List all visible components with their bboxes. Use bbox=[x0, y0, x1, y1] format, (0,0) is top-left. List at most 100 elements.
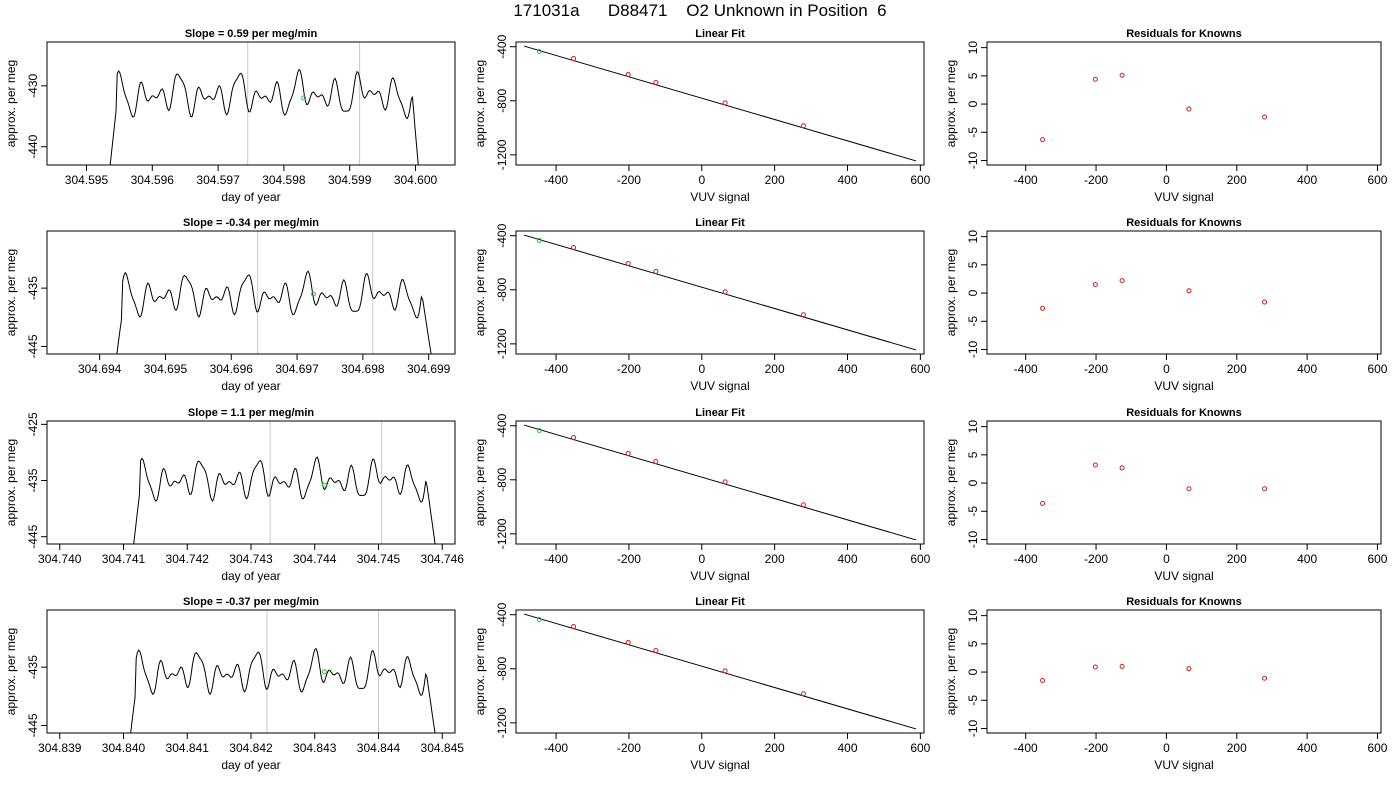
chart-5-y-tick-label: -10 bbox=[966, 340, 980, 358]
chart-2-x-tick-label: 200 bbox=[1227, 173, 1247, 187]
chart-2-y-axis-label: approx. per meg bbox=[944, 60, 958, 147]
chart-1-x-tick-label: 400 bbox=[837, 173, 857, 187]
chart-11-y-axis-label: approx. per meg bbox=[944, 628, 958, 715]
chart-8-y-tick-label: 10 bbox=[966, 420, 980, 434]
chart-11-x-tick-label: 600 bbox=[1367, 741, 1387, 755]
chart-10-known-point bbox=[571, 623, 577, 629]
chart-3-series-line bbox=[116, 270, 432, 354]
chart-5-residual-point bbox=[1040, 305, 1046, 311]
chart-3-plot-area bbox=[116, 231, 432, 354]
chart-5-title: Residuals for Knowns bbox=[1126, 217, 1242, 229]
chart-9-x-tick-label: 304.842 bbox=[229, 741, 273, 755]
chart-1-x-tick-label: -400 bbox=[544, 173, 568, 187]
chart-5-y-axis-label: approx. per meg bbox=[944, 249, 958, 336]
chart-1-fit-line bbox=[523, 45, 917, 162]
chart-10-x-tick-label: -200 bbox=[617, 741, 641, 755]
chart-9-frame bbox=[46, 609, 456, 734]
chart-2-residual-point bbox=[1119, 72, 1125, 78]
chart-2-x-axis-label: VUV signal bbox=[1154, 190, 1213, 204]
chart-4-x-tick-label: 400 bbox=[837, 362, 857, 376]
chart-9-title: Slope = -0.37 per meg/min bbox=[183, 596, 319, 608]
chart-7-frame bbox=[515, 420, 925, 545]
chart-11: Residuals for Knowns VUV signal approx. pe… bbox=[944, 596, 1388, 772]
chart-9-y-tick-label: -435 bbox=[26, 655, 40, 679]
chart-2-frame bbox=[986, 41, 1382, 166]
chart-11-x-axis-label: VUV signal bbox=[1154, 758, 1213, 772]
chart-10-x-tick-label: 600 bbox=[910, 741, 930, 755]
chart-10-x-tick-label: 0 bbox=[698, 741, 705, 755]
chart-6-x-axis-label: day of year bbox=[221, 569, 280, 583]
chart-8-residual-point bbox=[1186, 486, 1192, 492]
chart-2-y-tick-label: 10 bbox=[966, 41, 980, 55]
chart-10-y-tick-label: -1200 bbox=[495, 707, 509, 738]
chart-2-title: Residuals for Knowns bbox=[1126, 28, 1242, 40]
chart-2-y-tick-label: 0 bbox=[966, 100, 980, 107]
chart-1-x-tick-label: -200 bbox=[617, 173, 641, 187]
chart-8-x-tick-label: -200 bbox=[1084, 552, 1108, 566]
chart-1-x-tick-label: 600 bbox=[910, 173, 930, 187]
chart-0-y-tick-label: -430 bbox=[26, 74, 40, 98]
chart-7-title: Linear Fit bbox=[695, 407, 745, 419]
chart-4-known-point bbox=[625, 260, 631, 266]
chart-9-x-tick-label: 304.839 bbox=[38, 741, 82, 755]
chart-9-y-tick-label: -445 bbox=[26, 713, 40, 737]
chart-6-y-tick-label: -425 bbox=[26, 412, 40, 436]
chart-6-x-tick-label: 304.746 bbox=[421, 552, 465, 566]
chart-2-y-tick-label: 5 bbox=[966, 72, 980, 79]
chart-11-title: Residuals for Knowns bbox=[1126, 596, 1242, 608]
chart-6-unknown-point bbox=[321, 482, 327, 488]
chart-11-y-tick-label: -10 bbox=[966, 719, 980, 737]
chart-7-x-tick-label: 0 bbox=[698, 552, 705, 566]
chart-8-y-tick-label: 5 bbox=[966, 451, 980, 458]
chart-1-known-point bbox=[653, 80, 659, 86]
chart-10-x-tick-label: 400 bbox=[837, 741, 857, 755]
chart-2-residual-point bbox=[1262, 114, 1268, 120]
chart-5-x-tick-label: 0 bbox=[1163, 362, 1170, 376]
chart-6-title: Slope = 1.1 per meg/min bbox=[188, 407, 315, 419]
chart-5-frame bbox=[986, 230, 1382, 355]
chart-11-frame bbox=[986, 609, 1382, 734]
chart-5-y-tick-label: 0 bbox=[966, 289, 980, 296]
chart-7-plot-area bbox=[523, 424, 917, 541]
chart-5-residual-point bbox=[1186, 288, 1192, 294]
chart-2-x-tick-label: -200 bbox=[1084, 173, 1108, 187]
chart-8-y-axis-label: approx. per meg bbox=[944, 439, 958, 526]
chart-7-x-tick-label: -400 bbox=[544, 552, 568, 566]
chart-7-x-axis-label: VUV signal bbox=[690, 569, 749, 583]
chart-2-x-tick-label: 0 bbox=[1163, 173, 1170, 187]
chart-7-y-tick-label: -1200 bbox=[495, 518, 509, 549]
chart-10-known-point bbox=[800, 691, 806, 697]
chart-8-title: Residuals for Knowns bbox=[1126, 407, 1242, 419]
chart-4-known-point bbox=[571, 244, 577, 250]
chart-5-residual-point bbox=[1262, 299, 1268, 305]
chart-4-plot-area bbox=[523, 234, 917, 351]
chart-6-y-tick-label: -435 bbox=[26, 468, 40, 492]
chart-7-x-tick-label: 400 bbox=[837, 552, 857, 566]
chart-10-y-tick-label: -400 bbox=[495, 602, 509, 626]
chart-4-y-axis-label: approx. per meg bbox=[473, 249, 487, 336]
chart-6-y-tick-label: -445 bbox=[26, 524, 40, 548]
chart-6-x-tick-label: 304.743 bbox=[229, 552, 273, 566]
chart-11-residual-point bbox=[1119, 663, 1125, 669]
chart-8-y-tick-label: -10 bbox=[966, 530, 980, 548]
chart-11-x-tick-label: -400 bbox=[1014, 741, 1038, 755]
chart-0-x-tick-label: 304.596 bbox=[131, 173, 175, 187]
chart-9-x-tick-label: 304.843 bbox=[293, 741, 337, 755]
chart-10-known-point bbox=[653, 648, 659, 654]
chart-7-x-tick-label: -200 bbox=[617, 552, 641, 566]
chart-2-residual-point bbox=[1040, 137, 1046, 143]
chart-1-known-point bbox=[571, 55, 577, 61]
chart-8-x-tick-label: -400 bbox=[1014, 552, 1038, 566]
chart-10-fit-line bbox=[523, 613, 917, 730]
chart-1-x-tick-label: 200 bbox=[765, 173, 785, 187]
chart-0-plot-area bbox=[109, 42, 419, 165]
chart-4-y-tick-label: -400 bbox=[495, 223, 509, 247]
chart-4-frame bbox=[515, 230, 925, 355]
chart-9-y-axis-label: approx. per meg bbox=[4, 628, 18, 715]
chart-7-y-axis-label: approx. per meg bbox=[473, 439, 487, 526]
chart-5-residual-point bbox=[1119, 278, 1125, 284]
chart-3-x-axis-label: day of year bbox=[221, 379, 280, 393]
chart-10-x-tick-label: -400 bbox=[544, 741, 568, 755]
chart-11-residual-point bbox=[1092, 664, 1098, 670]
chart-8-frame bbox=[986, 420, 1382, 545]
